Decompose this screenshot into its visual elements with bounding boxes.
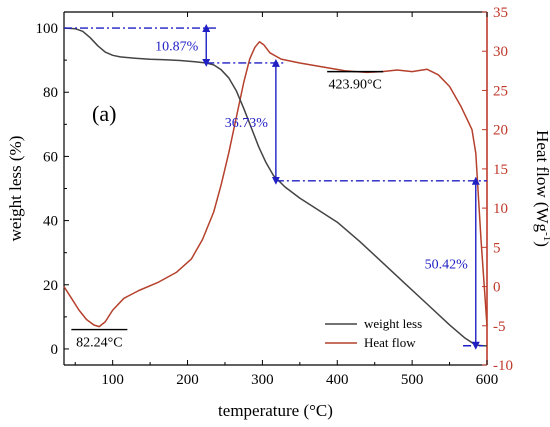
x-tick-label: 500 xyxy=(401,372,424,388)
weight-less-line xyxy=(63,27,487,347)
heat-flow-line xyxy=(63,41,488,328)
x-tick-label: 100 xyxy=(101,372,124,388)
y-right-tick-label: 15 xyxy=(493,162,508,178)
x-tick-label: 400 xyxy=(326,372,349,388)
y-right-tick-label: 10 xyxy=(493,201,508,217)
legend-label-heat: Heat flow xyxy=(364,335,416,350)
legend-label-weight: weight less xyxy=(364,316,422,331)
panel-label: (a) xyxy=(92,101,116,126)
y-left-tick-label: 80 xyxy=(43,85,58,101)
y-right-tick-label: 0 xyxy=(493,280,501,296)
y-axis-label-right-main: Heat flow (Wg xyxy=(533,130,550,232)
y-right-tick-label: 20 xyxy=(493,123,508,139)
y-right-tick-label: 5 xyxy=(493,240,501,256)
x-axis-label: temperature (°C) xyxy=(218,401,333,420)
y-left-tick-label: 20 xyxy=(43,278,58,294)
y-axis-label-left: weight less (%) xyxy=(6,136,25,242)
y-axis-label-right: Heat flow (Wg-1) xyxy=(533,130,550,247)
y-left-tick-label: 40 xyxy=(43,214,58,230)
y-axis-label-right-sup: -1 xyxy=(541,232,550,241)
y-right-tick-label: -10 xyxy=(493,358,513,374)
annotation-label: 10.87% xyxy=(155,39,199,54)
annotation-label: 50.42% xyxy=(425,257,469,272)
y-left-tick-label: 0 xyxy=(51,342,59,358)
y-left-tick-label: 100 xyxy=(36,21,59,37)
y-axis-label-right-end: ) xyxy=(533,241,550,247)
x-tick-label: 600 xyxy=(476,372,499,388)
x-tick-label: 200 xyxy=(176,372,199,388)
y-right-tick-label: 25 xyxy=(493,83,508,99)
peak-label: 423.90°C xyxy=(328,78,381,93)
y-right-tick-label: 30 xyxy=(493,44,508,60)
annotation-label: 36.73% xyxy=(225,116,269,131)
x-tick-label: 300 xyxy=(251,372,274,388)
peak-label: 82.24°C xyxy=(76,336,122,351)
y-left-tick-label: 60 xyxy=(43,149,58,165)
y-right-tick-label: 35 xyxy=(493,5,508,21)
legend: weight less Heat flow xyxy=(325,316,422,350)
plot-area: 100 200 300 400 500 600 0 20 40 60 80 100 -10 -5 0 5 10 1… xyxy=(36,5,514,388)
y-right-tick-label: -5 xyxy=(493,319,506,335)
